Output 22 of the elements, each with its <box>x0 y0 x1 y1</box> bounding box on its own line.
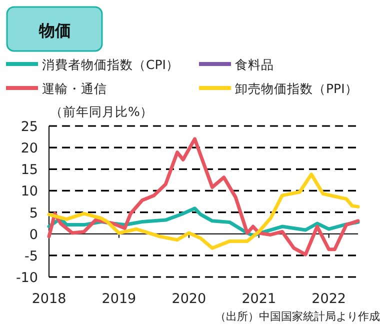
line-series <box>47 172 360 250</box>
x-tick-label: 2022 <box>312 291 346 307</box>
chart-title: 物価 <box>38 21 71 40</box>
text: （出所）中国国家統計局より作成 <box>215 310 380 323</box>
y-axis-title: （前年同月比%） <box>50 104 153 119</box>
y-tick-label: 0 <box>29 226 38 243</box>
x-tick-label: 2019 <box>102 291 136 307</box>
y-tick-label: -5 <box>24 248 38 264</box>
y-tick-label: 10 <box>20 184 38 200</box>
legend-label: 運輸・通信 <box>42 81 107 96</box>
legend-label: 消費者物価指数（CPI） <box>42 57 179 72</box>
line-series <box>47 137 360 256</box>
x-tick-label: 2018 <box>32 291 66 307</box>
y-tick-label: 15 <box>20 162 38 178</box>
y-tick-label: 20 <box>20 140 38 157</box>
legend-label: 食料品 <box>235 57 274 72</box>
x-tick-label: 2021 <box>242 291 276 307</box>
legend-label: 卸売物価指数（PPI） <box>235 81 358 96</box>
y-tick-label: -10 <box>16 270 38 286</box>
y-tick-label: 5 <box>29 205 38 222</box>
x-tick-label: 2020 <box>172 291 206 307</box>
y-tick-label: 25 <box>20 119 38 135</box>
